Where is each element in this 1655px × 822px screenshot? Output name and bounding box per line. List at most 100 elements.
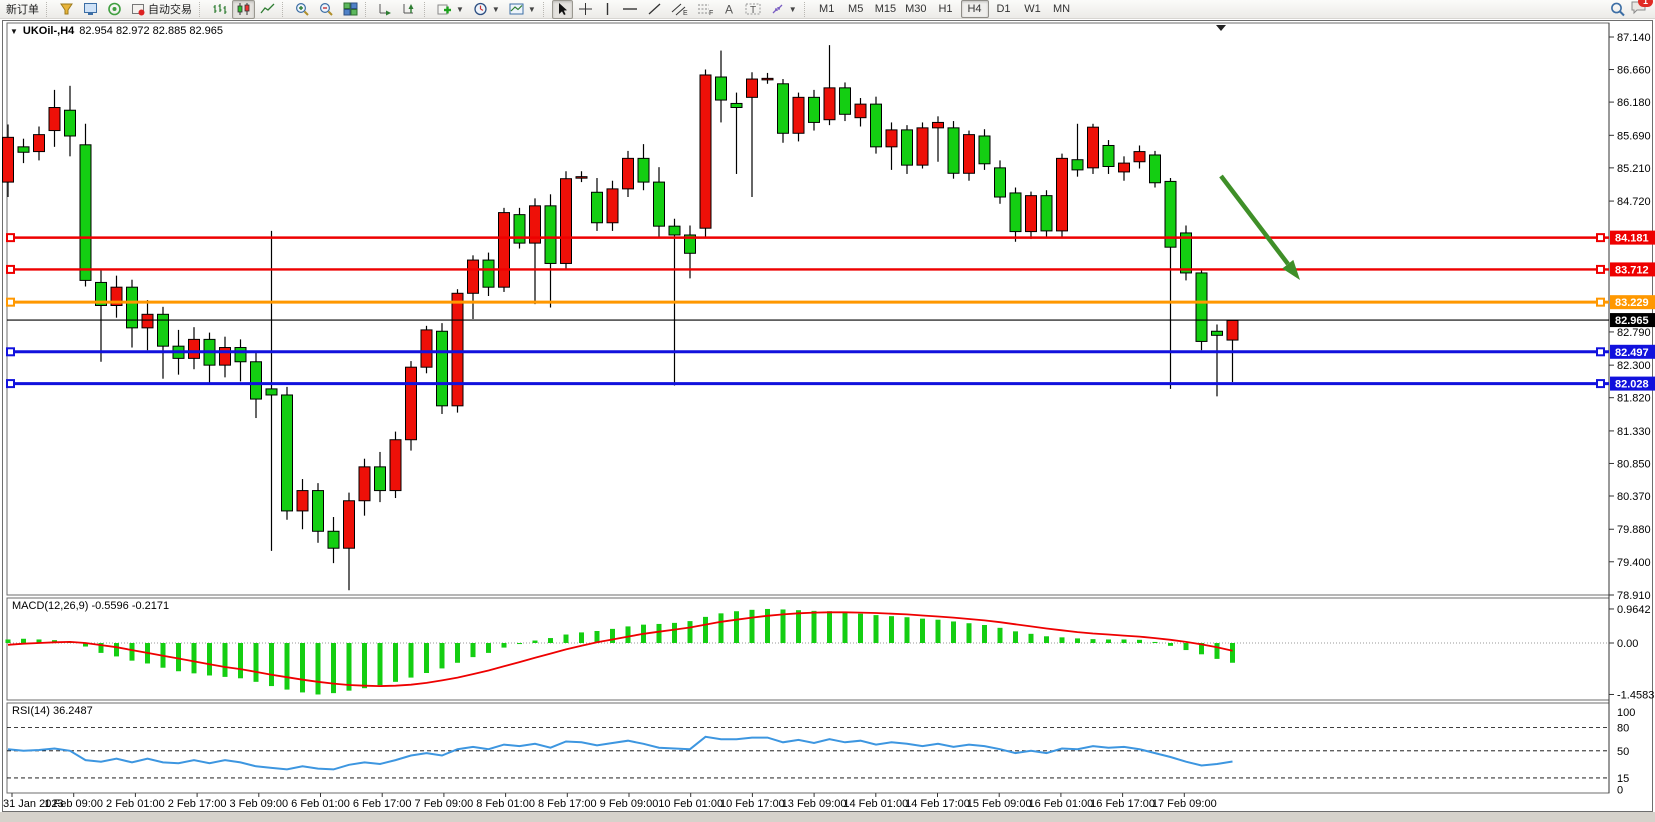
text-tool-button[interactable]: A [719,0,740,19]
price-tick-label: 78.910 [1617,590,1651,602]
macd-histogram-bar [191,643,197,674]
zoom-out-button[interactable] [315,0,338,19]
timeframe-button-m30[interactable]: M30 [905,3,927,15]
horizontal-line-tool-button[interactable] [618,0,642,19]
candle-body [684,234,696,254]
timeframe-button-h4[interactable]: H4 [960,0,989,18]
time-tick-label: 6 Feb 17:00 [353,798,412,810]
toolbar-separator [199,1,205,17]
candle-body [901,129,913,166]
timeframe-button-w1[interactable]: W1 [1024,3,1041,15]
timeframe-button-m1[interactable]: M1 [819,3,835,15]
candle-body [358,466,371,502]
macd-histogram-bar [393,643,398,682]
deposit-funnel-icon-button[interactable] [55,0,78,19]
line-handle[interactable] [1596,233,1605,243]
signals-button[interactable] [103,0,126,19]
line-handle[interactable] [1596,297,1605,307]
candle-body [79,144,92,281]
toolbar: 新订单 自动交易 ▼ ▼ [0,0,1655,19]
macd-histogram-bar [703,616,708,643]
add-indicator-icon [437,4,451,15]
periods-button[interactable]: ▼ [469,0,504,19]
arrows-tool-button[interactable]: ▼ [766,0,801,19]
line-chart-mode-button[interactable] [256,0,279,19]
line-handle[interactable] [6,379,15,389]
chart-shift-icon [403,4,414,14]
candle-body [188,338,200,359]
collapse-triangle-icon[interactable]: ▼ [10,26,18,36]
auto-scroll-button[interactable] [374,0,397,19]
timeframe-button-h1[interactable]: H1 [938,3,953,15]
svg-text:T: T [750,5,756,16]
macd-histogram-bar [656,623,662,643]
candle-body [2,136,14,183]
price-tick-label: 80.850 [1617,458,1651,470]
candle-body [947,127,960,174]
chat-button[interactable]: 1 [1630,0,1653,18]
macd-histogram-bar [1183,643,1189,651]
search-icon[interactable] [1610,2,1626,17]
timeframe-button-d1[interactable]: D1 [996,3,1011,15]
macd-signal-line [7,611,1233,688]
chart-window[interactable] [2,20,1653,812]
macd-histogram-bar [827,611,832,643]
candle-body [792,96,805,134]
line-handle[interactable] [6,264,15,274]
line-handle[interactable] [6,347,15,357]
macd-histogram-bar [889,616,894,643]
timeframe-button-mn[interactable]: MN [1052,3,1071,15]
candle-body [1056,157,1068,232]
trend-arrow-annotation[interactable] [1219,174,1290,266]
timeframe-button-m15[interactable]: M15 [874,3,897,15]
candle-body [746,78,758,98]
macd-histogram-bar [1230,643,1235,663]
tile-windows-button[interactable] [339,0,362,19]
toolbar-separator [46,1,52,17]
vertical-line-tool-button[interactable] [598,0,617,19]
monitor-icon [84,3,97,15]
macd-histogram-bar [470,643,476,658]
candle-body [250,361,262,400]
crosshair-icon [578,3,592,15]
new-order-button[interactable]: 新订单 [2,0,43,19]
candle-chart-mode-button[interactable] [232,0,255,19]
macd-histogram-bar [982,624,987,643]
macd-histogram-bar [873,615,879,643]
macd-histogram-bar [222,643,228,677]
trendline-tool-button[interactable] [643,0,666,19]
trend-arrow-head [1282,259,1300,280]
templates-button[interactable]: ▼ [505,0,540,19]
fibonacci-tool-button[interactable]: F [693,0,718,19]
rsi-tick-label: 15 [1617,773,1629,785]
candle-body [715,76,727,101]
chart-shift-button[interactable] [398,0,421,19]
line-handle[interactable] [1596,379,1605,389]
time-tick-label: 31 Jan 2023 [3,798,64,810]
candle-body [33,134,45,153]
text-label-tool-button[interactable]: T [741,0,765,19]
zoom-in-button[interactable] [291,0,314,19]
line-handle[interactable] [1596,347,1605,357]
line-handle[interactable] [6,297,15,307]
macd-histogram-bar [238,643,243,679]
auto-trading-button[interactable]: 自动交易 [127,0,196,19]
indicators-button[interactable]: ▼ [433,0,468,19]
macd-histogram-bar [1168,643,1173,646]
macd-histogram-bar [36,639,42,643]
market-watch-button[interactable] [79,0,102,19]
timeframe-button-m5[interactable]: M5 [848,3,864,15]
line-handle[interactable] [1596,264,1605,274]
candle-body [560,178,572,264]
equidistant-channel-tool-button[interactable]: E [667,0,692,19]
macd-indicator-label: MACD(12,26,9) -0.5596 -0.2171 [12,600,170,612]
rsi-panel-border [6,702,1610,794]
crosshair-tool-button[interactable] [574,0,597,19]
bar-chart-mode-button[interactable] [208,0,231,19]
cursor-tool-button[interactable] [551,0,573,19]
macd-histogram-bar [594,630,600,643]
line-handle[interactable] [6,233,15,243]
chart-shift-marker-icon[interactable] [1216,25,1226,31]
price-tick-label: 81.330 [1617,426,1651,438]
